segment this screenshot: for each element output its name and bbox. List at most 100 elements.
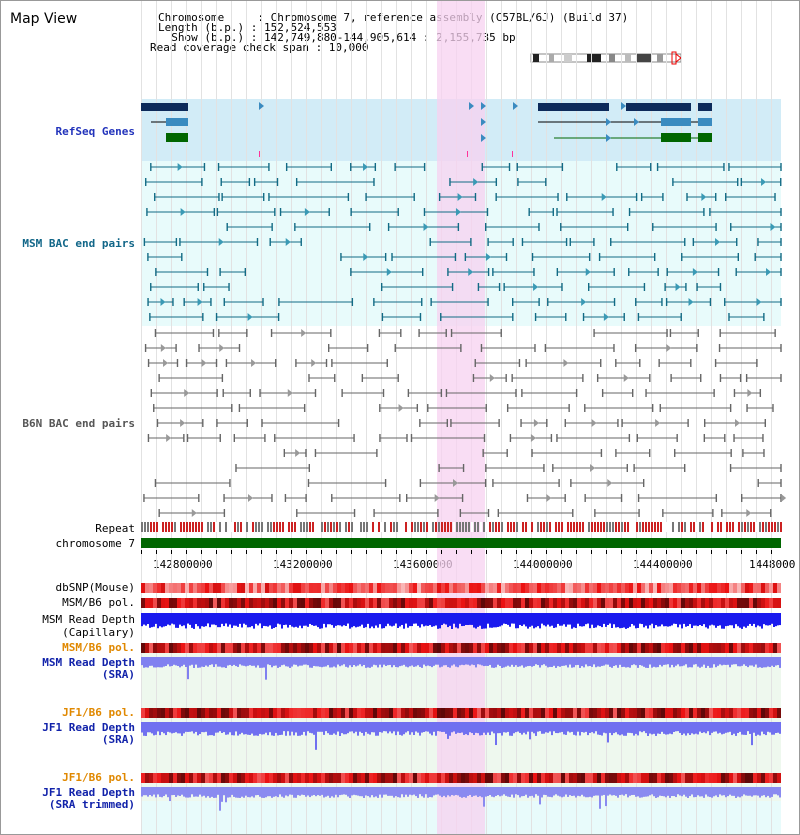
- depth-bar: [597, 657, 599, 667]
- pol-cell: [693, 583, 697, 593]
- depth-bar: [341, 613, 343, 627]
- pol-cell: [413, 643, 417, 653]
- pol-cell: [725, 773, 729, 783]
- pol-cell: [321, 773, 325, 783]
- msm-bac-arrow: [180, 208, 186, 216]
- repeat-mark: [351, 522, 353, 532]
- depth-bar: [491, 787, 493, 797]
- depth-bar: [571, 613, 573, 629]
- repeat-mark: [726, 522, 728, 532]
- pol-cell: [221, 643, 225, 653]
- gene-arrow: [481, 118, 486, 126]
- depth-bar: [651, 787, 653, 795]
- pol-cell: [217, 773, 221, 783]
- repeat-mark: [249, 522, 251, 532]
- pol-cell: [357, 708, 361, 718]
- depth-bar: [211, 613, 213, 625]
- pol-cell: [553, 598, 557, 608]
- repeat-mark: [621, 522, 623, 532]
- depth-bar: [293, 657, 295, 665]
- pol-cell: [657, 598, 661, 608]
- gene-block: [538, 103, 609, 111]
- depth-bar: [667, 613, 669, 627]
- depth-bar: [415, 657, 417, 667]
- pol-cell: [453, 773, 457, 783]
- depth-bar: [735, 613, 737, 625]
- depth-bar: [707, 613, 709, 629]
- depth-bar: [589, 722, 591, 733]
- depth-bar: [303, 657, 305, 665]
- repeat-mark: [273, 522, 275, 532]
- pol-cell: [325, 773, 329, 783]
- msm-bac-arrow: [363, 163, 369, 171]
- refseq-genes-label[interactable]: RefSeq Genes: [55, 125, 135, 138]
- pol-cell: [501, 773, 505, 783]
- msm-bac-arrow: [423, 223, 429, 231]
- depth-bar: [497, 613, 499, 627]
- depth-bar: [485, 613, 487, 629]
- pol-cell: [469, 598, 473, 608]
- chromosome-label: chromosome 7: [55, 537, 135, 550]
- pol-cell: [213, 708, 217, 718]
- depth-bar: [317, 787, 319, 796]
- pol-cell: [341, 773, 345, 783]
- repeat-mark: [570, 522, 572, 532]
- pol-cell: [597, 598, 601, 608]
- pol-cell: [697, 773, 701, 783]
- pol-cell: [589, 643, 593, 653]
- depth-bar: [399, 787, 401, 798]
- pol-cell: [457, 708, 461, 718]
- pol-cell: [677, 708, 681, 718]
- depth-bar: [225, 613, 227, 624]
- pol-cell: [769, 598, 773, 608]
- repeat-mark: [294, 522, 296, 532]
- depth-bar: [479, 787, 481, 797]
- depth-bar: [605, 722, 607, 734]
- pol-cell: [165, 708, 169, 718]
- depth-bar: [247, 722, 249, 735]
- msm-bac-label[interactable]: MSM BAC end pairs: [22, 237, 135, 250]
- depth-bar: [375, 787, 377, 797]
- repeat-mark: [141, 522, 143, 532]
- depth-bar: [393, 722, 395, 732]
- pol-cell: [733, 708, 737, 718]
- axis-tick-label: 144000000: [513, 558, 573, 571]
- genome-track-canvas[interactable]: [141, 1, 800, 835]
- depth-bar: [351, 657, 353, 668]
- depth-bar: [465, 722, 467, 735]
- depth-bar: [257, 722, 259, 736]
- depth-bar: [775, 613, 777, 627]
- depth-bar: [143, 787, 145, 796]
- depth-bar: [335, 657, 337, 668]
- pol-cell: [529, 643, 533, 653]
- depth-bar: [291, 722, 293, 732]
- depth-bar: [725, 657, 727, 665]
- repeat-mark: [774, 522, 776, 532]
- pol-cell: [625, 583, 629, 593]
- pol-cell: [745, 583, 749, 593]
- pol-cell: [473, 708, 477, 718]
- b6n-bac-arrow: [180, 419, 186, 427]
- depth-bar: [677, 787, 679, 795]
- depth-bar: [301, 613, 303, 629]
- pol-cell: [537, 708, 541, 718]
- pol-cell: [657, 583, 661, 593]
- depth-bar: [707, 787, 709, 797]
- depth-bar: [565, 722, 567, 735]
- depth-bar: [775, 657, 777, 666]
- depth-bar: [205, 787, 207, 798]
- pol-cell: [717, 643, 721, 653]
- pol-cell: [277, 643, 281, 653]
- repeat-mark: [606, 522, 608, 532]
- pol-cell: [269, 598, 273, 608]
- depth-bar: [161, 722, 163, 732]
- gene-arrow: [513, 102, 518, 110]
- depth-bar: [273, 722, 275, 736]
- pol-cell: [345, 708, 349, 718]
- pol-cell: [617, 708, 621, 718]
- b6n-bac-label[interactable]: B6N BAC end pairs: [22, 417, 135, 430]
- depth-bar: [699, 787, 701, 797]
- pol-cell: [757, 773, 761, 783]
- depth-bar: [265, 722, 267, 733]
- depth-bar: [331, 787, 333, 797]
